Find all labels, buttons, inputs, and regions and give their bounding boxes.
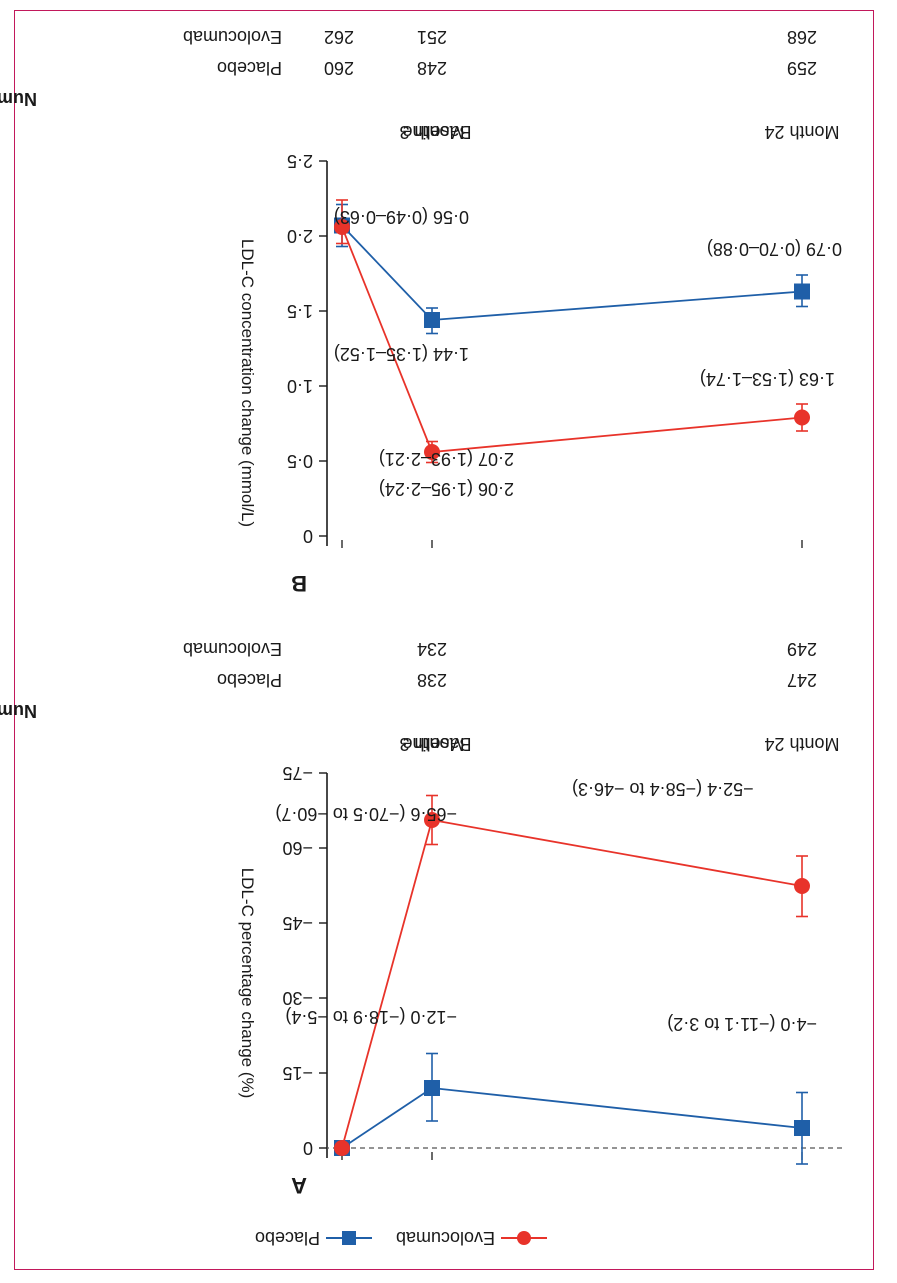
panel-a-numbers-header: Number of participants bbox=[0, 701, 37, 721]
panel-b-numbers-header: Number of participants bbox=[0, 89, 37, 109]
panel-a-evolocumab-point bbox=[424, 812, 440, 828]
panel-b-placebo-data-label: 2·07 (1·93–2·21) bbox=[379, 449, 514, 469]
panel-b-y-tick-label: 0 bbox=[303, 526, 313, 546]
legend-evolocumab-label: Evolocumab bbox=[396, 1228, 495, 1248]
panel-a-y-axis-label: LDL-C percentage change (%) bbox=[238, 868, 257, 1099]
panel-b-label: B bbox=[291, 571, 307, 596]
panel-a-xlabel-month3: Month 3 bbox=[399, 734, 464, 754]
legend: Evolocumab Placebo bbox=[255, 1228, 547, 1248]
panel-b-y-tick-label: 2·0 bbox=[287, 226, 313, 246]
panel-a: A 0 −15 −30 −45 −60 −75 LDL-C percentage chan… bbox=[0, 639, 842, 1198]
panel-b-placebo-data-label: 1·63 (1·53–1·74) bbox=[700, 369, 835, 389]
panel-b-y-tick-label: 1·5 bbox=[287, 301, 313, 321]
panel-a-xlabel-month24: Month 24 bbox=[764, 734, 839, 754]
panel-b-evolocumab-data-label: 0·56 (0·49–0·63) bbox=[334, 207, 469, 227]
panel-b-n-placebo-month3: 248 bbox=[417, 58, 447, 78]
panel-b-placebo-point bbox=[794, 283, 810, 300]
legend-placebo-marker bbox=[342, 1231, 356, 1245]
panel-b-y-axis-label: LDL-C concentration change (mmol/L) bbox=[238, 239, 257, 527]
panel-b: B 0 0·5 1·0 1·5 2·0 2·5 LDL-C concentration c… bbox=[0, 27, 840, 596]
panel-a-label: A bbox=[291, 1173, 307, 1198]
panel-a-n-evolocumab-month3: 234 bbox=[417, 639, 447, 659]
panel-a-placebo-data-label: −4·0 (−11·1 to 3·2) bbox=[667, 1014, 817, 1034]
panel-b-n-placebo-month24: 259 bbox=[787, 58, 817, 78]
panel-a-evolocumab-data-label: −65·6 (−70·5 to −60·7) bbox=[275, 804, 457, 824]
panel-a-y-tick-label: −30 bbox=[282, 988, 313, 1008]
panel-a-y-tick-label: −15 bbox=[282, 1063, 313, 1083]
panel-a-evolocumab-data-label: −52·4 (−58·4 to −46·3) bbox=[572, 779, 754, 799]
panel-b-placebo-point bbox=[424, 312, 440, 328]
panel-b-y-tick-label: 2·5 bbox=[287, 151, 313, 171]
panel-b-numbers-evolocumab-label: Evolocumab bbox=[183, 27, 282, 47]
panel-a-placebo-line bbox=[341, 1087, 803, 1149]
panel-a-evolocumab-point bbox=[794, 878, 810, 894]
panel-a-n-evolocumab-month24: 249 bbox=[787, 639, 817, 659]
panel-b-xlabel-baseline: Baseline bbox=[402, 122, 471, 142]
panel-b-xlabel-month3: Month 3 bbox=[399, 122, 464, 142]
panel-b-n-evolocumab-month3: 251 bbox=[417, 27, 447, 47]
legend-placebo-label: Placebo bbox=[255, 1228, 320, 1248]
panel-a-n-placebo-month24: 247 bbox=[787, 670, 817, 690]
panel-a-y-tick-label: −60 bbox=[282, 838, 313, 858]
legend-evolocumab-marker bbox=[517, 1231, 531, 1245]
panel-a-y-tick-label: 0 bbox=[303, 1138, 313, 1158]
panel-b-evolocumab-point bbox=[334, 219, 350, 235]
panel-a-evolocumab-point bbox=[334, 1140, 350, 1156]
panel-b-xlabel-month24: Month 24 bbox=[764, 122, 839, 142]
panel-b-evolocumab-line bbox=[341, 226, 803, 453]
panel-a-placebo-point bbox=[794, 1120, 810, 1136]
panel-b-evolocumab-point bbox=[424, 444, 440, 460]
panel-a-xlabel-baseline: Baseline bbox=[402, 734, 471, 754]
panel-b-evolocumab-data-label: 0·79 (0·70–0·88) bbox=[707, 239, 842, 259]
panel-a-plot: 0 −15 −30 −45 −60 −75 bbox=[282, 763, 842, 1165]
panel-b-plot: 0 0·5 1·0 1·5 2·0 2·5 bbox=[287, 151, 810, 548]
panel-b-evolocumab-point bbox=[794, 409, 810, 426]
panel-a-placebo-data-label: −12·0 (−18·9 to −5·4) bbox=[285, 1007, 457, 1027]
panel-b-evolocumab-data-label: 2·06 (1·95–2·24) bbox=[379, 479, 514, 499]
panel-a-y-tick-label: −45 bbox=[282, 913, 313, 933]
panel-b-n-placebo-baseline: 260 bbox=[324, 58, 354, 78]
panel-b-numbers-placebo-label: Placebo bbox=[217, 58, 282, 78]
panel-a-n-placebo-month3: 238 bbox=[417, 670, 447, 690]
panel-a-evolocumab-line bbox=[341, 818, 803, 1149]
panel-b-n-evolocumab-month24: 268 bbox=[787, 27, 817, 47]
panel-b-y-tick-label: 1·0 bbox=[287, 376, 313, 396]
panel-b-y-tick-label: 0·5 bbox=[287, 451, 313, 471]
panel-a-placebo-point bbox=[424, 1080, 440, 1096]
panel-b-placebo-data-label: 1·44 (1·35–1·52) bbox=[334, 344, 469, 364]
panel-b-n-evolocumab-baseline: 262 bbox=[324, 27, 354, 47]
panel-a-y-tick-label: −75 bbox=[282, 763, 313, 783]
figure-frame bbox=[14, 10, 874, 1270]
panel-a-numbers-evolocumab-label: Evolocumab bbox=[183, 639, 282, 659]
panel-a-numbers-placebo-label: Placebo bbox=[217, 670, 282, 690]
